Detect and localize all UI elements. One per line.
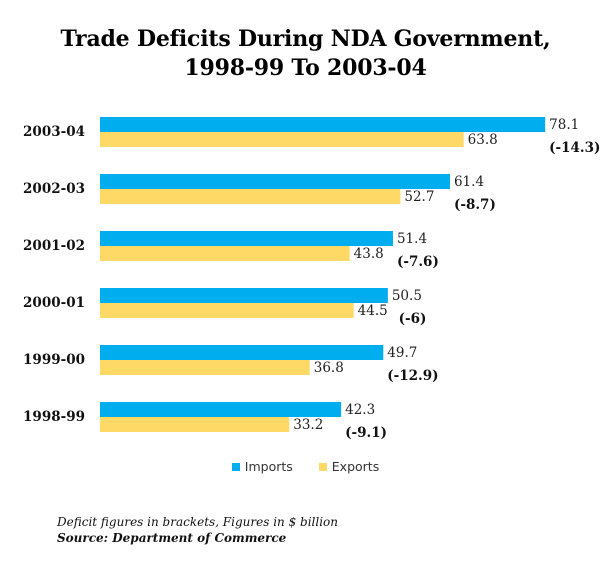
chart-legend: Imports Exports <box>0 459 611 474</box>
legend-item-exports: Exports <box>318 459 380 474</box>
deficit-label: (-6) <box>399 311 427 327</box>
chart-title-line2: 1998-99 To 2003-04 <box>184 55 427 81</box>
value-label-exports: 44.5 <box>358 303 388 319</box>
legend-label-imports: Imports <box>244 459 293 474</box>
bar-imports <box>100 345 384 360</box>
deficit-label: (-9.1) <box>345 425 387 441</box>
bar-imports <box>100 288 388 303</box>
bar-imports <box>100 402 342 417</box>
bar-exports <box>100 417 290 432</box>
bar-exports <box>100 132 464 147</box>
value-label-exports: 43.8 <box>354 246 384 262</box>
value-label-imports: 61.4 <box>454 174 484 190</box>
value-label-imports: 78.1 <box>549 117 579 133</box>
value-label-imports: 42.3 <box>345 402 375 418</box>
bar-exports <box>100 360 310 375</box>
legend-swatch-exports <box>318 462 327 471</box>
bar-exports <box>100 189 401 204</box>
value-label-exports: 33.2 <box>293 417 323 433</box>
value-label-exports: 63.8 <box>468 132 498 148</box>
category-label: 1999-00 <box>23 352 85 368</box>
deficit-label: (-8.7) <box>454 197 496 213</box>
bar-imports <box>100 117 546 132</box>
bar-exports <box>100 303 354 318</box>
legend-item-imports: Imports <box>231 459 293 474</box>
category-label: 2001-02 <box>23 238 85 254</box>
value-label-imports: 51.4 <box>397 231 427 247</box>
category-label: 2002-03 <box>23 181 85 197</box>
chart-source: Source: Department of Commerce <box>57 531 287 545</box>
value-label-exports: 52.7 <box>404 189 434 205</box>
value-label-exports: 36.8 <box>314 360 344 376</box>
bar-imports <box>100 174 450 189</box>
category-label: 2000-01 <box>23 295 85 311</box>
chart-footnote: Deficit figures in brackets, Figures in … <box>57 515 339 529</box>
deficit-label: (-12.9) <box>387 368 438 384</box>
bar-imports <box>100 231 393 246</box>
deficit-label: (-14.3) <box>549 140 600 156</box>
category-label: 2003-04 <box>23 124 85 140</box>
deficit-label: (-7.6) <box>397 254 439 270</box>
category-label: 1998-99 <box>23 409 85 425</box>
value-label-imports: 49.7 <box>387 345 417 361</box>
bar-exports <box>100 246 350 261</box>
chart-title-line1: Trade Deficits During NDA Government, <box>60 26 551 52</box>
legend-label-exports: Exports <box>331 459 380 474</box>
legend-swatch-imports <box>231 462 240 471</box>
value-label-imports: 50.5 <box>392 288 422 304</box>
